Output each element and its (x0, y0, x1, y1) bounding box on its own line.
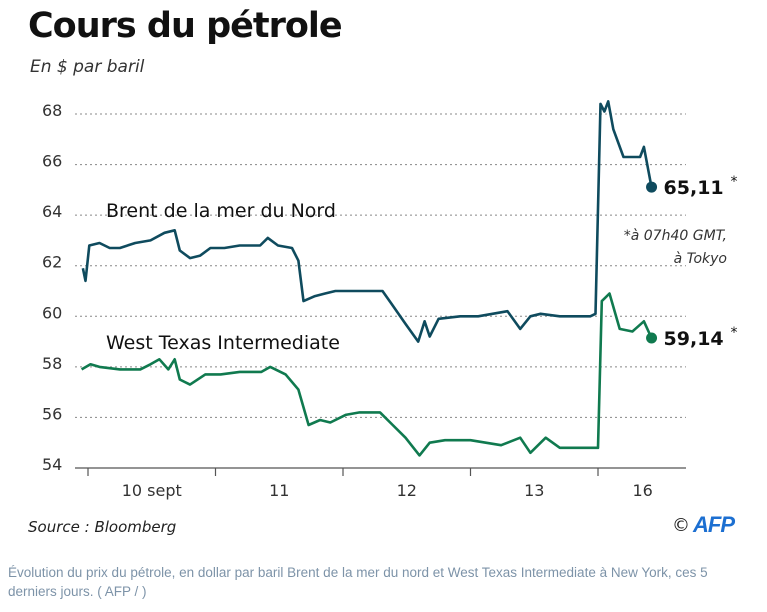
series-label-brent: Brent de la mer du Nord (106, 200, 336, 222)
y-tick-label: 66 (42, 152, 62, 171)
y-tick-label: 62 (42, 253, 62, 272)
x-tick-label: 16 (632, 481, 652, 500)
source-label: Source : Bloomberg (28, 518, 177, 536)
copyright-icon: © (672, 514, 690, 536)
chart-subtitle: En $ par baril (30, 57, 145, 77)
chart-title: Cours du pétrole (28, 6, 343, 46)
caption: Évolution du prix du pétrole, en dollar … (8, 565, 708, 599)
y-tick-label: 58 (42, 354, 62, 373)
last-value-label: 65,11 (664, 177, 724, 199)
afp-logo: © AFP (672, 512, 735, 538)
x-tick-label: 10 sept (122, 481, 182, 500)
series-line-wti (80, 292, 653, 457)
y-tick-label: 64 (42, 202, 62, 221)
y-tick-label: 60 (42, 303, 62, 322)
x-tick-label: 12 (397, 481, 417, 500)
last-point-marker (646, 332, 658, 344)
y-tick-label: 68 (42, 101, 62, 120)
asterisk: * (731, 325, 738, 341)
x-tick-label: 13 (524, 481, 544, 500)
series-line-brent (81, 100, 653, 343)
note-line-1: *à 07h40 GMT, (624, 228, 727, 244)
y-tick-label: 54 (42, 455, 62, 474)
x-tick-label: 11 (269, 481, 289, 500)
last-value-label: 59,14 (664, 328, 724, 350)
y-tick-label: 56 (42, 404, 62, 423)
note-line-2: à Tokyo (674, 251, 727, 267)
asterisk: * (731, 174, 738, 190)
last-point-marker (646, 181, 658, 193)
afp-wordmark: AFP (693, 512, 735, 537)
series-label-wti: West Texas Intermediate (106, 332, 340, 354)
